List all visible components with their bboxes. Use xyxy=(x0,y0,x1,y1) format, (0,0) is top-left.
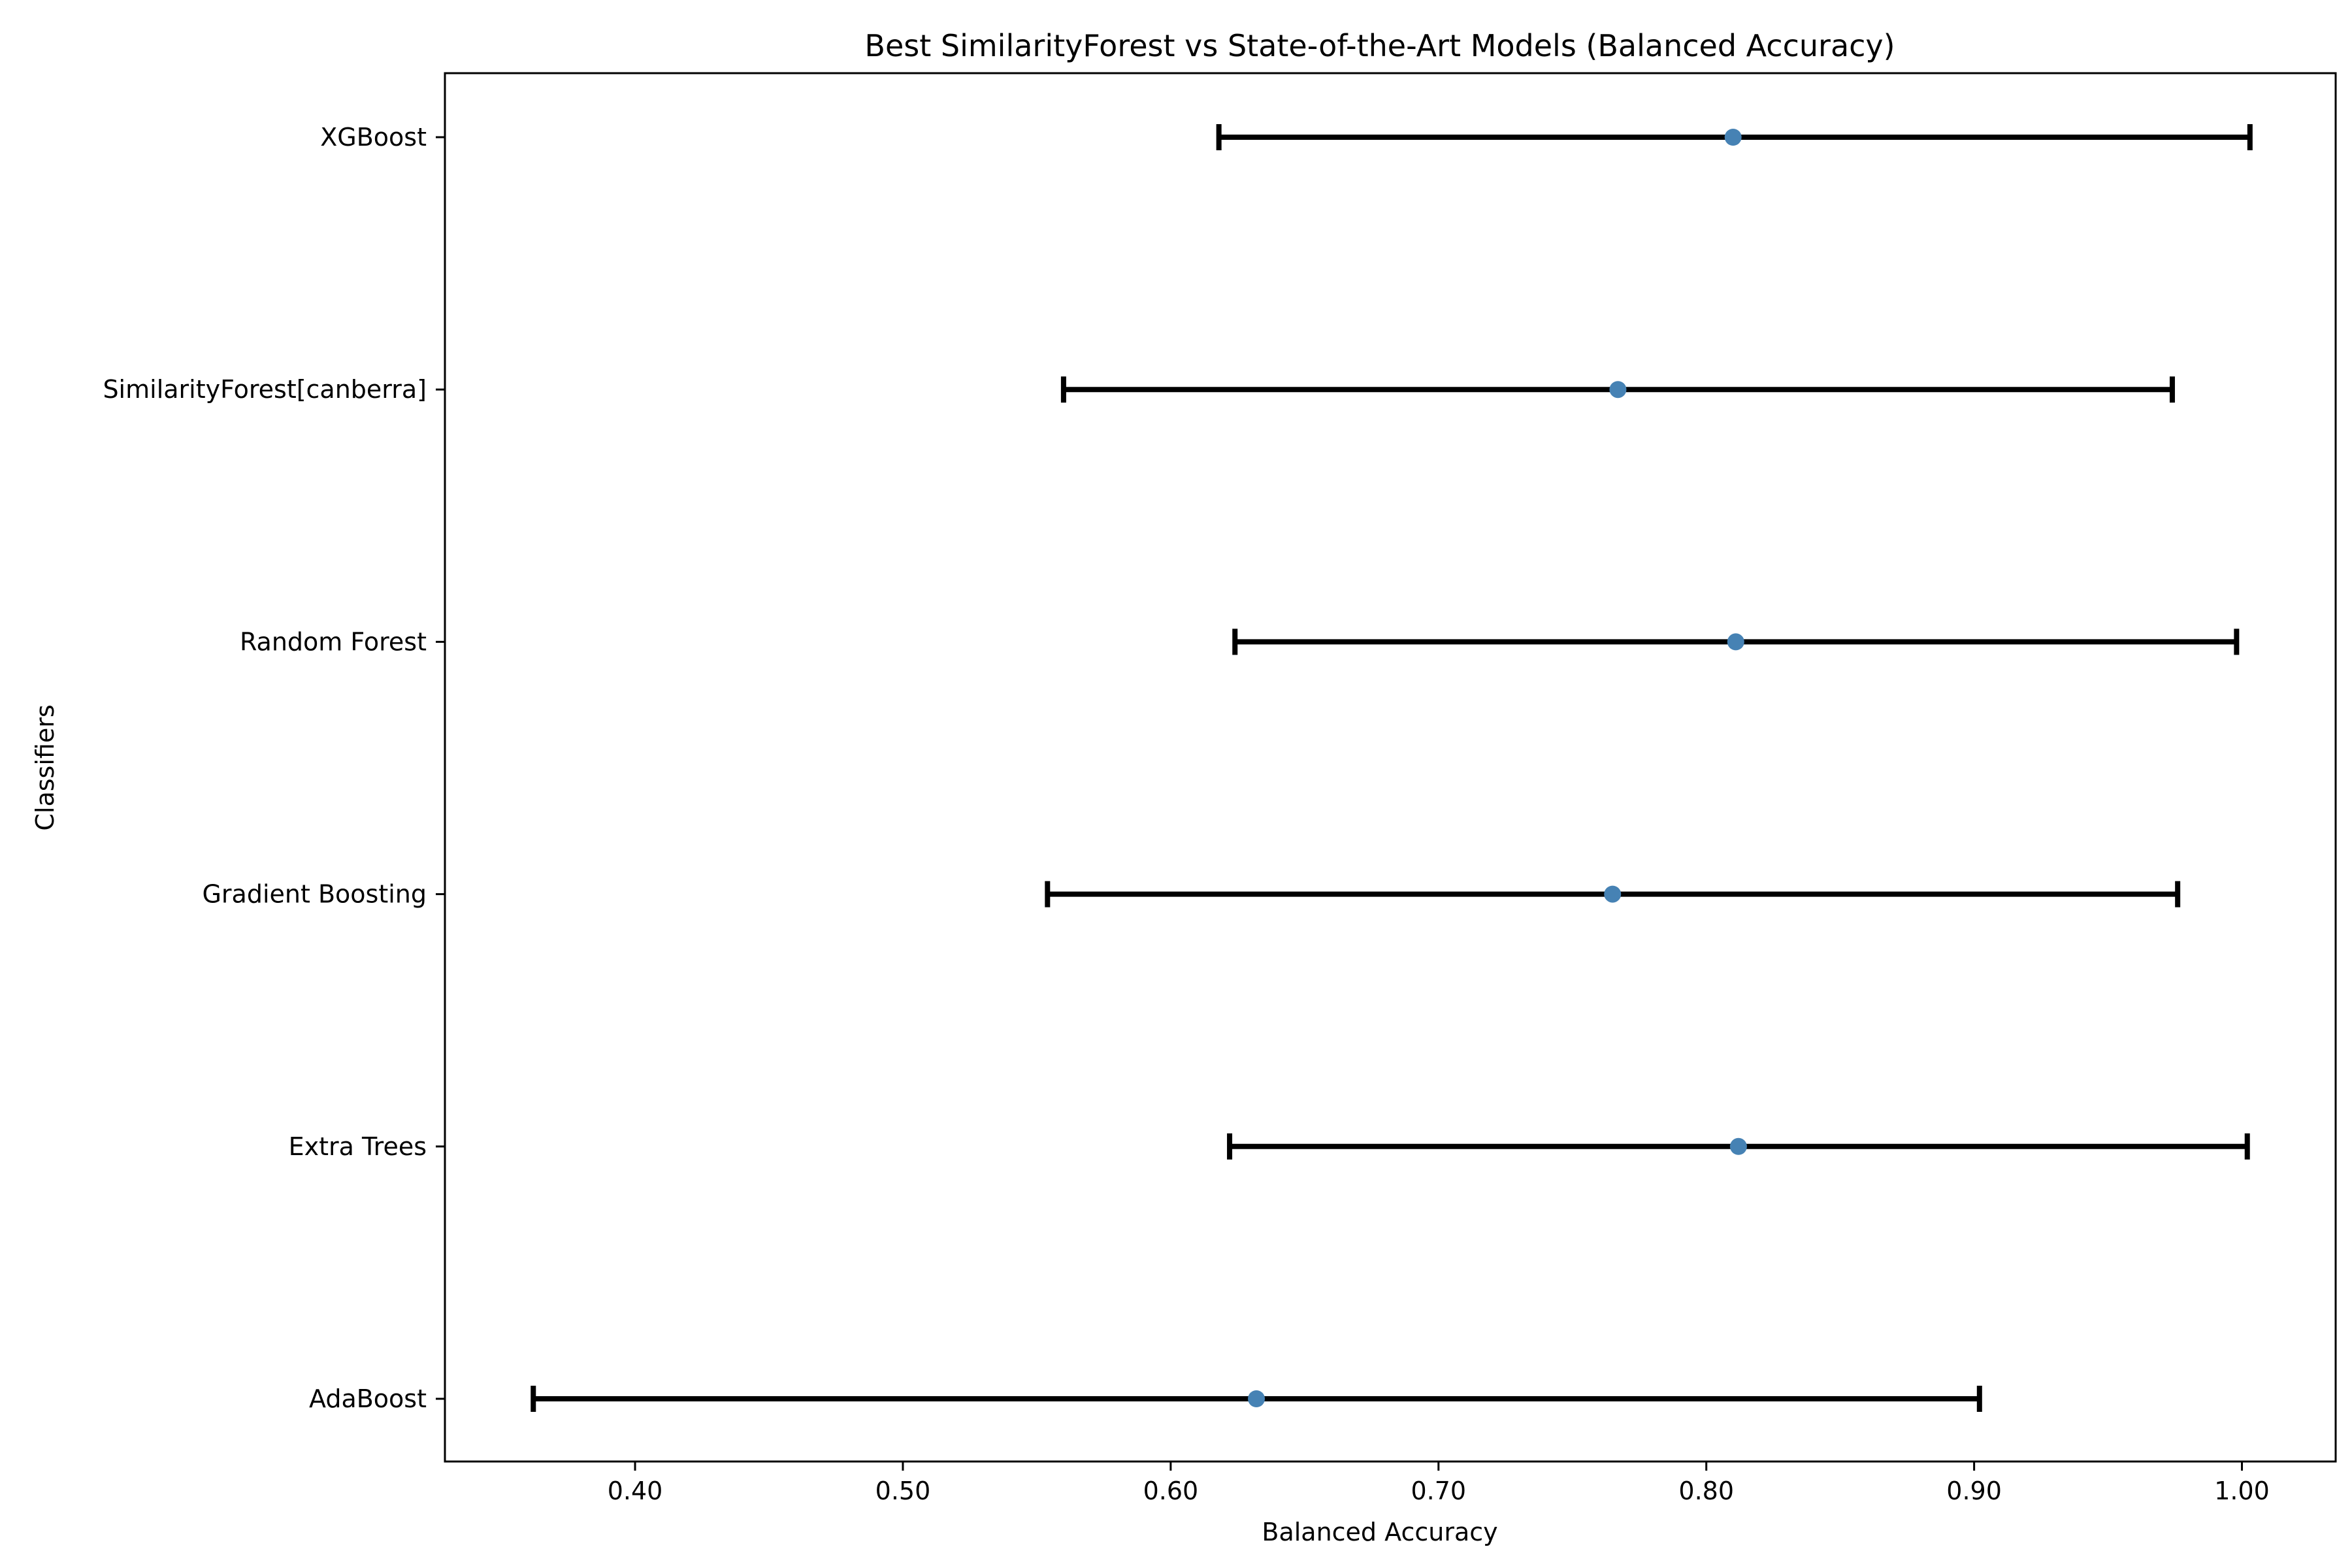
data-point xyxy=(1724,129,1742,146)
x-tick-label: 0.90 xyxy=(1946,1477,2002,1505)
data-point xyxy=(1729,1137,1747,1155)
category-label: AdaBoost xyxy=(309,1384,427,1413)
category-label: Random Forest xyxy=(240,627,427,656)
y-axis-label: Classifiers xyxy=(31,704,59,830)
x-tick-label: 0.50 xyxy=(875,1477,931,1505)
category-label: XGBoost xyxy=(320,123,427,152)
x-tick-label: 0.60 xyxy=(1143,1477,1199,1505)
x-axis-label: Balanced Accuracy xyxy=(1262,1518,1497,1546)
data-point xyxy=(1727,633,1744,651)
y-axis-ticks: AdaBoost Extra Trees Gradient Boosting Rand… xyxy=(103,123,445,1413)
x-axis-ticks: 0.40 0.50 0.60 0.70 0.80 0.90 1.00 xyxy=(608,1462,2270,1505)
x-tick-label: 1.00 xyxy=(2214,1477,2270,1505)
category-label: Extra Trees xyxy=(289,1132,427,1161)
data-point xyxy=(1609,381,1627,399)
category-label: Gradient Boosting xyxy=(202,880,427,909)
plot-frame xyxy=(444,72,2337,1463)
point-series xyxy=(1248,129,1747,1407)
x-tick-label: 0.70 xyxy=(1411,1477,1466,1505)
x-tick-label: 0.80 xyxy=(1678,1477,1734,1505)
data-point xyxy=(1248,1390,1266,1407)
category-label: SimilarityForest[canberra] xyxy=(103,375,427,404)
x-tick-label: 0.40 xyxy=(608,1477,663,1505)
chart-title: Best SimilarityForest vs State-of-the-Ar… xyxy=(864,28,1895,63)
data-point xyxy=(1604,885,1622,903)
